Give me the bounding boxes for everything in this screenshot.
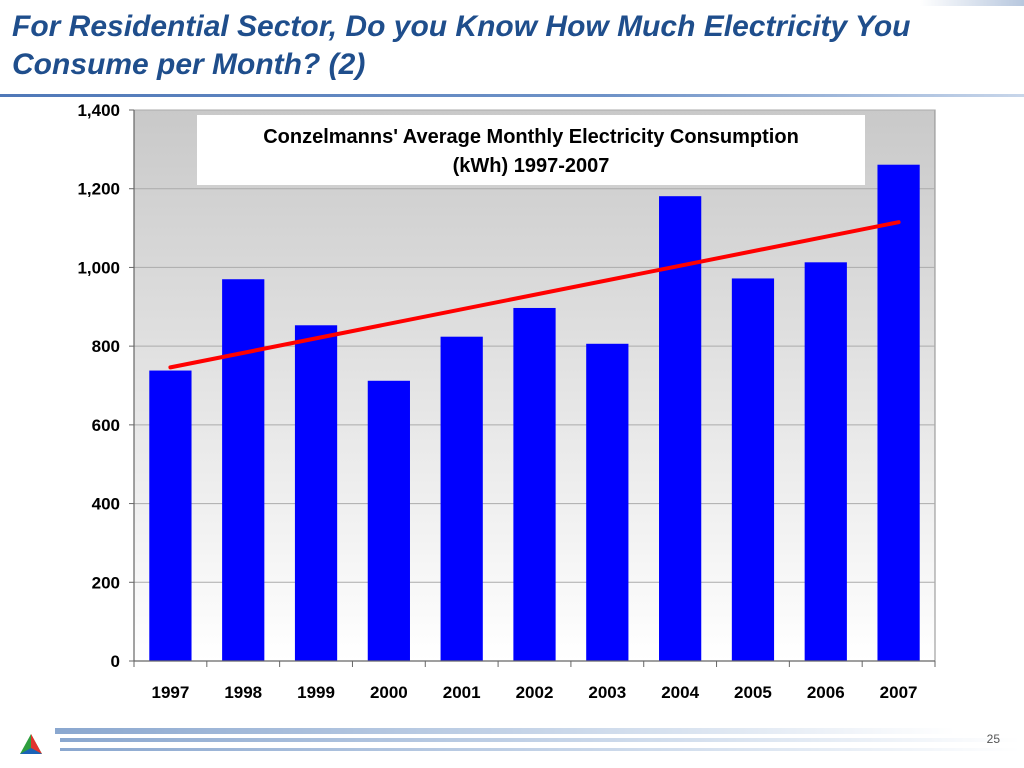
y-tick-label: 200	[92, 573, 120, 592]
trendline	[168, 220, 901, 370]
x-tick-label: 2000	[370, 683, 408, 702]
bar	[367, 380, 410, 661]
title-accent-bar	[920, 0, 1024, 6]
y-tick-label: 1,000	[77, 258, 120, 277]
chart-title-line-1: Conzelmanns' Average Monthly Electricity…	[263, 126, 799, 148]
x-tick-label: 1997	[151, 683, 189, 702]
y-tick-label: 600	[92, 416, 120, 435]
x-tick-label: 2006	[807, 683, 845, 702]
footer-stripe-top	[55, 728, 955, 734]
bar	[222, 279, 265, 661]
footer-stripe-bottom	[60, 748, 1020, 751]
y-tick-label: 800	[92, 337, 120, 356]
y-tick-label: 400	[92, 495, 120, 514]
bar	[731, 278, 775, 661]
y-axis-ticks: 0 200 400 600 800 1,000 1,200 1,400	[77, 101, 134, 671]
trendline-group	[168, 220, 901, 370]
chart-title-line-2: (kWh) 1997-2007	[453, 155, 610, 177]
chart-title-box	[197, 115, 865, 185]
bars	[149, 164, 920, 661]
x-tick-label: 1998	[224, 683, 262, 702]
x-tick-label: 1999	[297, 683, 335, 702]
x-tick-label: 2007	[880, 683, 918, 702]
x-tick-label: 2002	[516, 683, 554, 702]
x-axis-ticks: 1997 1998 1999 2000 2001 2002 2003 2004 2005 2006…	[133, 661, 936, 702]
y-tick-label: 0	[111, 652, 120, 671]
bar	[440, 336, 483, 661]
y-tick-label: 1,400	[77, 101, 120, 120]
bar	[513, 307, 556, 661]
title-divider	[0, 94, 1024, 97]
bar	[149, 370, 192, 661]
bar	[804, 262, 847, 661]
x-tick-label: 2004	[661, 683, 699, 702]
tricolor-triangle-logo-icon	[20, 734, 42, 754]
bar	[877, 164, 920, 661]
x-tick-label: 2005	[734, 683, 772, 702]
footer-stripe-middle	[60, 738, 1020, 742]
y-tick-label: 1,200	[77, 180, 120, 199]
bar	[294, 325, 338, 661]
x-tick-label: 2003	[588, 683, 626, 702]
page-number: 25	[986, 732, 1000, 746]
slide-title: For Residential Sector, Do you Know How …	[12, 10, 911, 81]
axes	[133, 110, 935, 662]
x-tick-label: 2001	[443, 683, 481, 702]
bar	[659, 196, 702, 661]
bar	[586, 343, 629, 661]
